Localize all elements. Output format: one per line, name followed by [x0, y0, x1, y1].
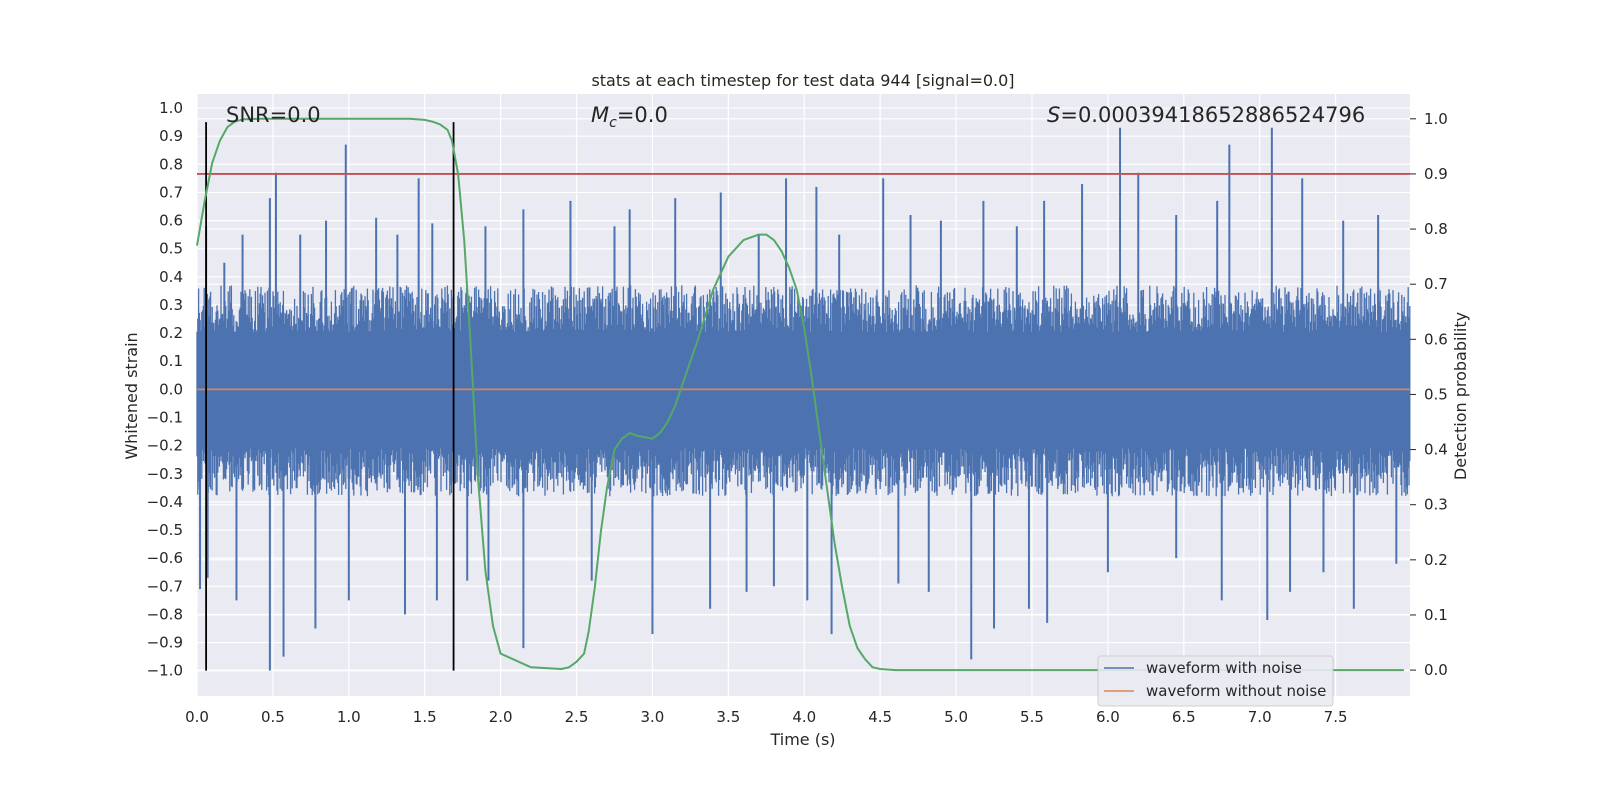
left-tick-label: 0.3 — [159, 296, 183, 314]
left-tick-label: −0.6 — [147, 549, 183, 567]
right-axis-ticks: 1.0 0.9 0.8 0.7 0.6 0.5 0.4 0.3 0.2 0.1 0.0 — [1410, 110, 1448, 679]
detection-probability-series — [196, 117, 1404, 672]
right-tick-label: 0.9 — [1424, 165, 1448, 183]
left-tick-label: 0.9 — [159, 127, 183, 145]
left-tick-label: −0.2 — [147, 437, 183, 455]
snr-annotation: SNR=0.0 — [226, 103, 321, 127]
right-tick-label: 0.8 — [1424, 220, 1448, 238]
left-tick-label: −0.8 — [147, 605, 183, 623]
left-tick-label: −1.0 — [147, 662, 183, 680]
x-tick-label: 1.5 — [413, 708, 437, 726]
x-tick-label: 2.5 — [565, 708, 589, 726]
right-tick-label: 0.4 — [1424, 441, 1448, 459]
left-tick-label: 0.0 — [159, 380, 183, 398]
right-tick-label: 0.0 — [1424, 661, 1448, 679]
x-tick-label: 4.5 — [868, 708, 892, 726]
y-axis-left-label: Whitened strain — [122, 332, 141, 459]
legend-label-clean: waveform without noise — [1146, 682, 1326, 700]
left-tick-label: −0.4 — [147, 493, 183, 511]
x-tick-label: 3.0 — [641, 708, 665, 726]
x-tick-label: 7.5 — [1324, 708, 1348, 726]
x-tick-label: 1.0 — [337, 708, 361, 726]
right-tick-label: 0.1 — [1424, 606, 1448, 624]
legend: waveform with noise waveform without noi… — [1097, 655, 1334, 707]
x-tick-label: 5.5 — [1020, 708, 1044, 726]
x-tick-label: 4.0 — [792, 708, 816, 726]
left-tick-label: −0.1 — [147, 409, 183, 427]
left-tick-label: −0.5 — [147, 521, 183, 539]
right-tick-label: 0.2 — [1424, 551, 1448, 569]
left-tick-label: 0.2 — [159, 324, 183, 342]
y-axis-right-label: Detection probability — [1451, 312, 1470, 480]
left-tick-label: 0.4 — [159, 268, 183, 286]
x-tick-label: 6.5 — [1172, 708, 1196, 726]
left-tick-label: 0.8 — [159, 155, 183, 173]
left-axis-ticks: 1.0 0.9 0.8 0.7 0.6 0.5 0.4 0.3 0.2 0.1 0.0 −0.1 −0.… — [147, 99, 183, 680]
chart-title: stats at each timestep for test data 944… — [591, 71, 1014, 90]
legend-label-noise: waveform with noise — [1146, 659, 1302, 677]
right-tick-label: 0.7 — [1424, 275, 1448, 293]
x-tick-label: 7.0 — [1248, 708, 1272, 726]
left-tick-label: 0.1 — [159, 352, 183, 370]
right-tick-label: 0.6 — [1424, 330, 1448, 348]
right-tick-label: 0.3 — [1424, 496, 1448, 514]
x-tick-label: 6.0 — [1096, 708, 1120, 726]
probability-line — [196, 117, 1404, 672]
x-tick-label: 0.5 — [261, 708, 285, 726]
left-tick-label: −0.7 — [147, 577, 183, 595]
left-tick-label: 0.7 — [159, 183, 183, 201]
chirp-mass-annotation: Mc=0.0 — [591, 103, 668, 131]
left-tick-label: −0.3 — [147, 465, 183, 483]
score-annotation: S=0.0003941865288652479​6 — [1047, 103, 1365, 127]
legend-box — [1097, 655, 1334, 707]
left-tick-label: 1.0 — [159, 99, 183, 117]
x-tick-label: 2.0 — [489, 708, 513, 726]
vertical-markers — [205, 122, 455, 671]
x-axis-ticks: 0.0 0.5 1.0 1.5 2.0 2.5 3.0 3.5 4.0 4.5 5.0 5.5 6.0 6… — [185, 708, 1347, 726]
x-tick-label: 0.0 — [185, 708, 209, 726]
left-tick-label: 0.5 — [159, 240, 183, 258]
x-tick-label: 5.0 — [944, 708, 968, 726]
right-tick-label: 1.0 — [1424, 110, 1448, 128]
left-tick-label: −0.9 — [147, 634, 183, 652]
x-tick-label: 3.5 — [716, 708, 740, 726]
left-tick-label: 0.6 — [159, 212, 183, 230]
right-tick-label: 0.5 — [1424, 385, 1448, 403]
x-axis-label: Time (s) — [769, 730, 835, 749]
